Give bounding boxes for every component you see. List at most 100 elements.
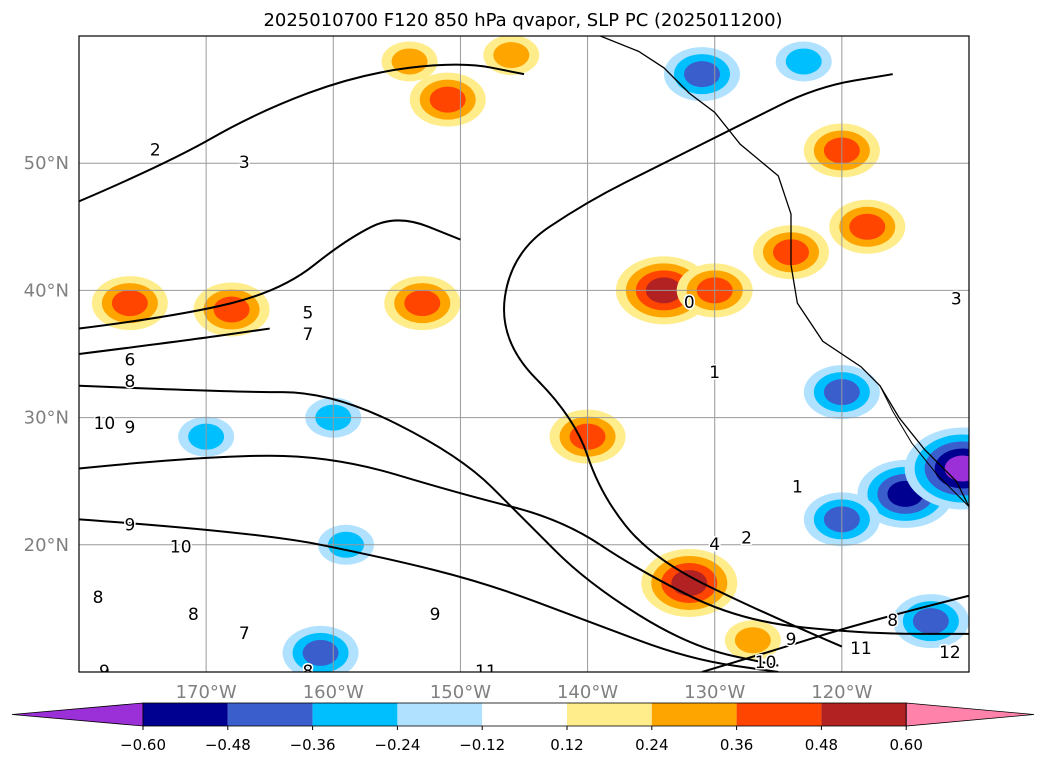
anomaly-region <box>829 199 906 254</box>
anomaly-level-4 <box>671 569 708 596</box>
colorbar: −0.60 −0.48 −0.36 −0.24 −0.12 0.12 0.24 0.36 0.4… <box>11 702 1035 754</box>
chart-title: 2025010700 F120 850 hPa qvapor, SLP PC (… <box>263 10 782 31</box>
slp-contour-label: 8 <box>887 611 898 631</box>
colorbar-tick-label: 0.12 <box>550 736 583 754</box>
anomaly-level-2 <box>734 627 771 654</box>
slp-contour-label: 10 <box>755 653 777 673</box>
latitude-tick-label: 50°N <box>24 153 69 174</box>
slp-contour-label: 1 <box>709 363 720 383</box>
slp-contour-label: 11 <box>850 639 872 659</box>
anomaly-region <box>904 427 969 510</box>
longitude-tick-labels: 170°W 160°W 150°W 140°W 130°W 120°W <box>176 682 873 703</box>
anomaly-region <box>282 625 359 672</box>
anomaly-region <box>664 47 740 102</box>
anomaly-region <box>775 41 832 82</box>
anomaly-level-2 <box>493 42 530 69</box>
anomaly-level-3 <box>111 290 148 317</box>
anomaly-region <box>381 41 438 82</box>
slp-contour-label: 9 <box>124 516 135 536</box>
longitude-tick-label: 150°W <box>430 682 491 703</box>
colorbar-tick-label: −0.48 <box>205 736 251 754</box>
colorbar-segment <box>651 703 737 726</box>
longitude-tick-label: 170°W <box>176 682 237 703</box>
colorbar-segment <box>567 703 652 726</box>
colorbar-tick-label: 0.24 <box>635 736 668 754</box>
anomaly-level-3 <box>302 639 339 666</box>
slp-contour-8 <box>79 384 779 667</box>
slp-contour-label: 8 <box>302 662 313 682</box>
slp-contour-label: 5 <box>302 303 313 323</box>
anomaly-region <box>641 548 738 617</box>
anomaly-region <box>892 594 969 649</box>
slp-contour-label: 11 <box>475 662 497 682</box>
slp-contour-label: 10 <box>94 414 116 434</box>
colorbar-extend-low <box>11 702 144 727</box>
slp-contour-3 <box>79 63 525 203</box>
longitude-tick-label: 140°W <box>557 682 618 703</box>
slp-contour-10 <box>79 454 969 635</box>
anomaly-region <box>384 276 461 331</box>
slp-contour-label: 7 <box>302 325 313 345</box>
colorbar-tick-label: −0.36 <box>290 736 336 754</box>
longitude-tick-label: 120°W <box>811 682 872 703</box>
slp-contour-label: 9 <box>786 630 797 650</box>
anomaly-level-3 <box>404 290 441 317</box>
slp-contour-label: 8 <box>188 605 199 625</box>
slp-contour-label: 9 <box>430 605 441 625</box>
slp-contour-label: 10 <box>170 537 192 557</box>
latitude-tick-label: 20°N <box>24 535 69 556</box>
colorbar-segment <box>736 703 822 726</box>
anomaly-region <box>409 72 486 127</box>
anomaly-level-5 <box>944 455 969 482</box>
colorbar-tick-label: 0.60 <box>889 736 922 754</box>
colorbar-segment <box>397 703 483 726</box>
slp-contour-label: 1 <box>792 478 803 498</box>
colorbar-tick-label: −0.12 <box>459 736 505 754</box>
coastline-path <box>600 36 969 507</box>
slp-contour-label: 8 <box>93 588 104 608</box>
anomaly-region <box>91 276 168 331</box>
slp-contour-label: 8 <box>124 372 135 392</box>
slp-contour-label: 3 <box>239 153 250 173</box>
anomaly-level-3 <box>849 213 886 240</box>
colorbar-segment <box>227 703 313 726</box>
anomaly-region <box>724 620 781 661</box>
slp-contour-11 <box>701 594 969 672</box>
slp-contour-7 <box>79 327 270 355</box>
latitude-tick-label: 40°N <box>24 280 69 301</box>
baja-coastline-path <box>879 385 969 507</box>
colorbar-tick-label: 0.48 <box>805 736 838 754</box>
slp-contour-label: 6 <box>124 350 135 370</box>
slp-contour-label: 9 <box>99 662 110 682</box>
slp-contour-label: 2 <box>741 528 752 548</box>
anomaly-level-3 <box>684 61 720 88</box>
anomaly-region <box>483 36 540 76</box>
latitude-tick-labels: 50°N 40°N 30°N 20°N <box>24 153 69 556</box>
colorbar-segment <box>821 703 907 726</box>
slp-contour-label: 2 <box>150 140 161 160</box>
slp-contour-9 <box>79 518 779 672</box>
anomaly-level-3 <box>429 86 466 113</box>
slp-contour-label: 4 <box>709 535 720 555</box>
anomaly-level-3 <box>213 296 250 323</box>
slp-contour-5 <box>79 219 461 330</box>
colorbar-segment <box>312 703 398 726</box>
colorbar-tick-label: −0.60 <box>120 736 166 754</box>
slp-contour-1 <box>503 73 893 648</box>
anomaly-level-2 <box>785 48 822 75</box>
colorbar-tick-label: −0.24 <box>374 736 420 754</box>
longitude-tick-label: 160°W <box>303 682 364 703</box>
slp-contour-label: 7 <box>239 624 250 644</box>
latitude-tick-label: 30°N <box>24 408 69 429</box>
colorbar-outline <box>142 702 907 727</box>
colorbar-extend-high <box>905 702 1035 727</box>
slp-contour-label: 9 <box>124 418 135 438</box>
colorbar-segment <box>143 703 228 726</box>
anomaly-region <box>193 282 270 337</box>
gridlines <box>79 36 969 672</box>
slp-contour-label: 0 <box>684 293 695 313</box>
anomaly-level-3 <box>912 608 949 635</box>
